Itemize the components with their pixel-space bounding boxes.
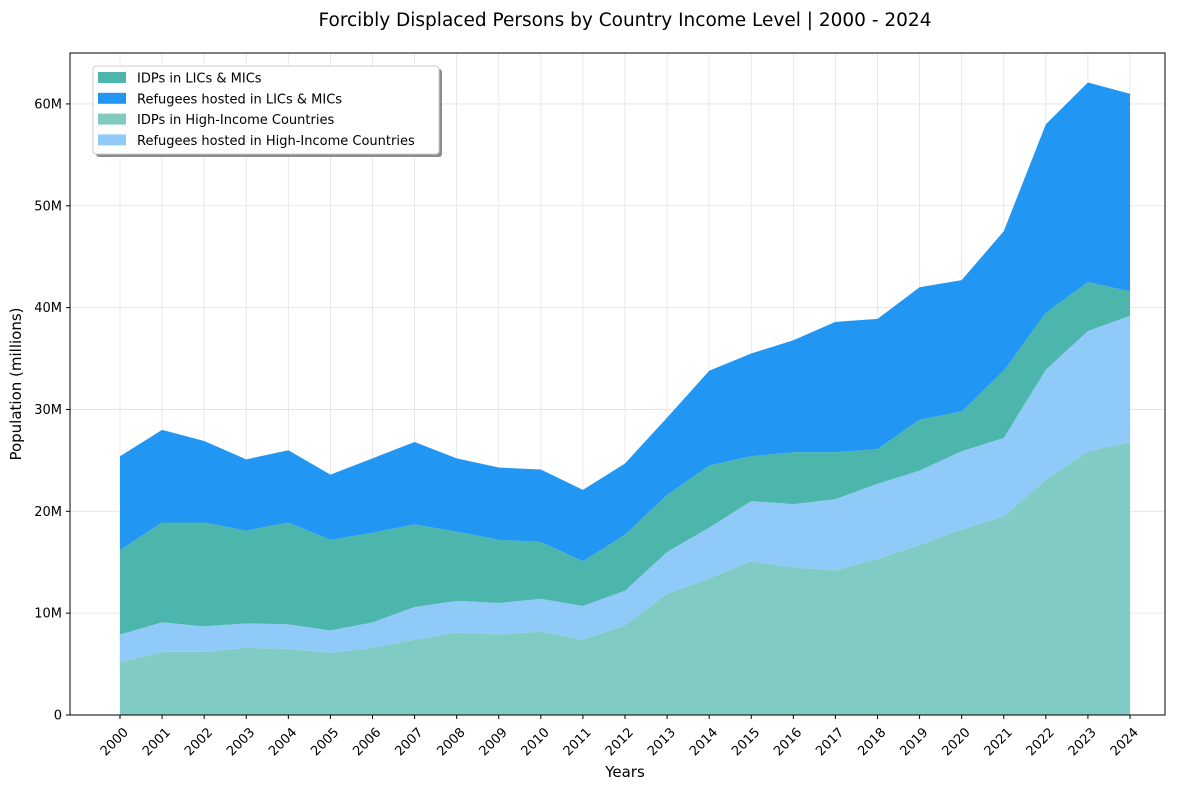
legend-swatch [98, 72, 126, 83]
legend-label: Refugees hosted in High-Income Countries [137, 134, 415, 149]
area-refugees-hosted-in-high-income-countries [120, 315, 1130, 663]
y-tick-label: 60M [34, 97, 62, 112]
x-axis-title: Years [604, 763, 645, 781]
legend-label: Refugees hosted in LICs & MICs [137, 92, 342, 107]
legend-label: IDPs in LICs & MICs [137, 72, 262, 87]
y-tick-label: 10M [34, 607, 62, 622]
area-idps-in-high-income-countries [120, 442, 1130, 715]
legend-swatch [98, 134, 126, 146]
y-tick-label: 40M [34, 301, 62, 316]
legend-swatch [98, 92, 126, 104]
plot-frame [69, 52, 1166, 716]
area-refugees-hosted-in-lics-mics [120, 82, 1130, 562]
legend-swatch [98, 113, 126, 125]
y-axis-title: Population (millions) [7, 307, 25, 460]
area-idps-in-lics-mics [120, 282, 1130, 635]
legend: IDPs in LICs & MICs Refugees hosted in LI… [92, 65, 442, 157]
legend-box [92, 65, 440, 155]
chart-title: Forcibly Displaced Persons by Country In… [319, 10, 932, 31]
y-tick-label: 30M [34, 403, 62, 418]
area-series [120, 82, 1130, 715]
y-tick-label: 50M [34, 199, 62, 214]
y-tick-label: 20M [34, 505, 62, 520]
y-tick-label: 0 [54, 709, 62, 724]
legend-label: IDPs in High-Income Countries [137, 113, 334, 128]
